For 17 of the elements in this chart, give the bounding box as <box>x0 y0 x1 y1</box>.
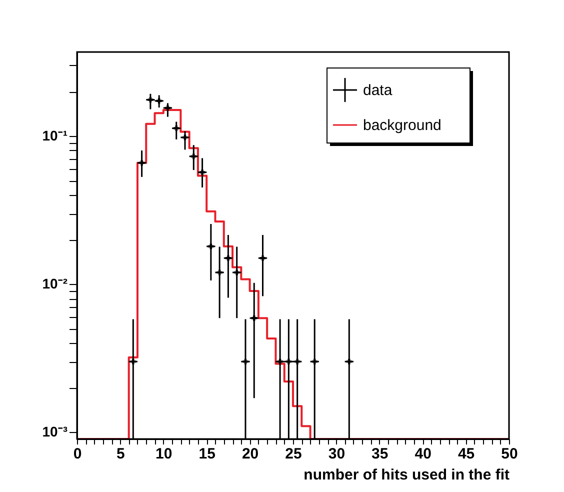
x-tick-label: 35 <box>372 446 388 462</box>
x-tick-label: 15 <box>198 446 216 462</box>
y-tick-label: 10⁻³ <box>42 424 68 440</box>
y-tick-label: 10⁻² <box>42 276 68 292</box>
x-tick-label: 20 <box>242 446 259 462</box>
x-tick-label: 40 <box>414 446 432 462</box>
y-tick-label: 10⁻¹ <box>42 128 68 144</box>
x-tick-label: 30 <box>328 446 346 462</box>
legend-label: data <box>363 82 393 99</box>
x-tick-label: 0 <box>73 446 82 462</box>
x-tick-label: 50 <box>501 446 518 462</box>
x-tick-label: 45 <box>458 446 475 462</box>
x-tick-label: 25 <box>285 446 302 462</box>
x-axis-title: number of hits used in the fit <box>304 466 510 484</box>
x-tick-label: 5 <box>116 446 125 462</box>
legend-label: background <box>363 117 442 134</box>
x-tick-label: 10 <box>156 446 172 462</box>
